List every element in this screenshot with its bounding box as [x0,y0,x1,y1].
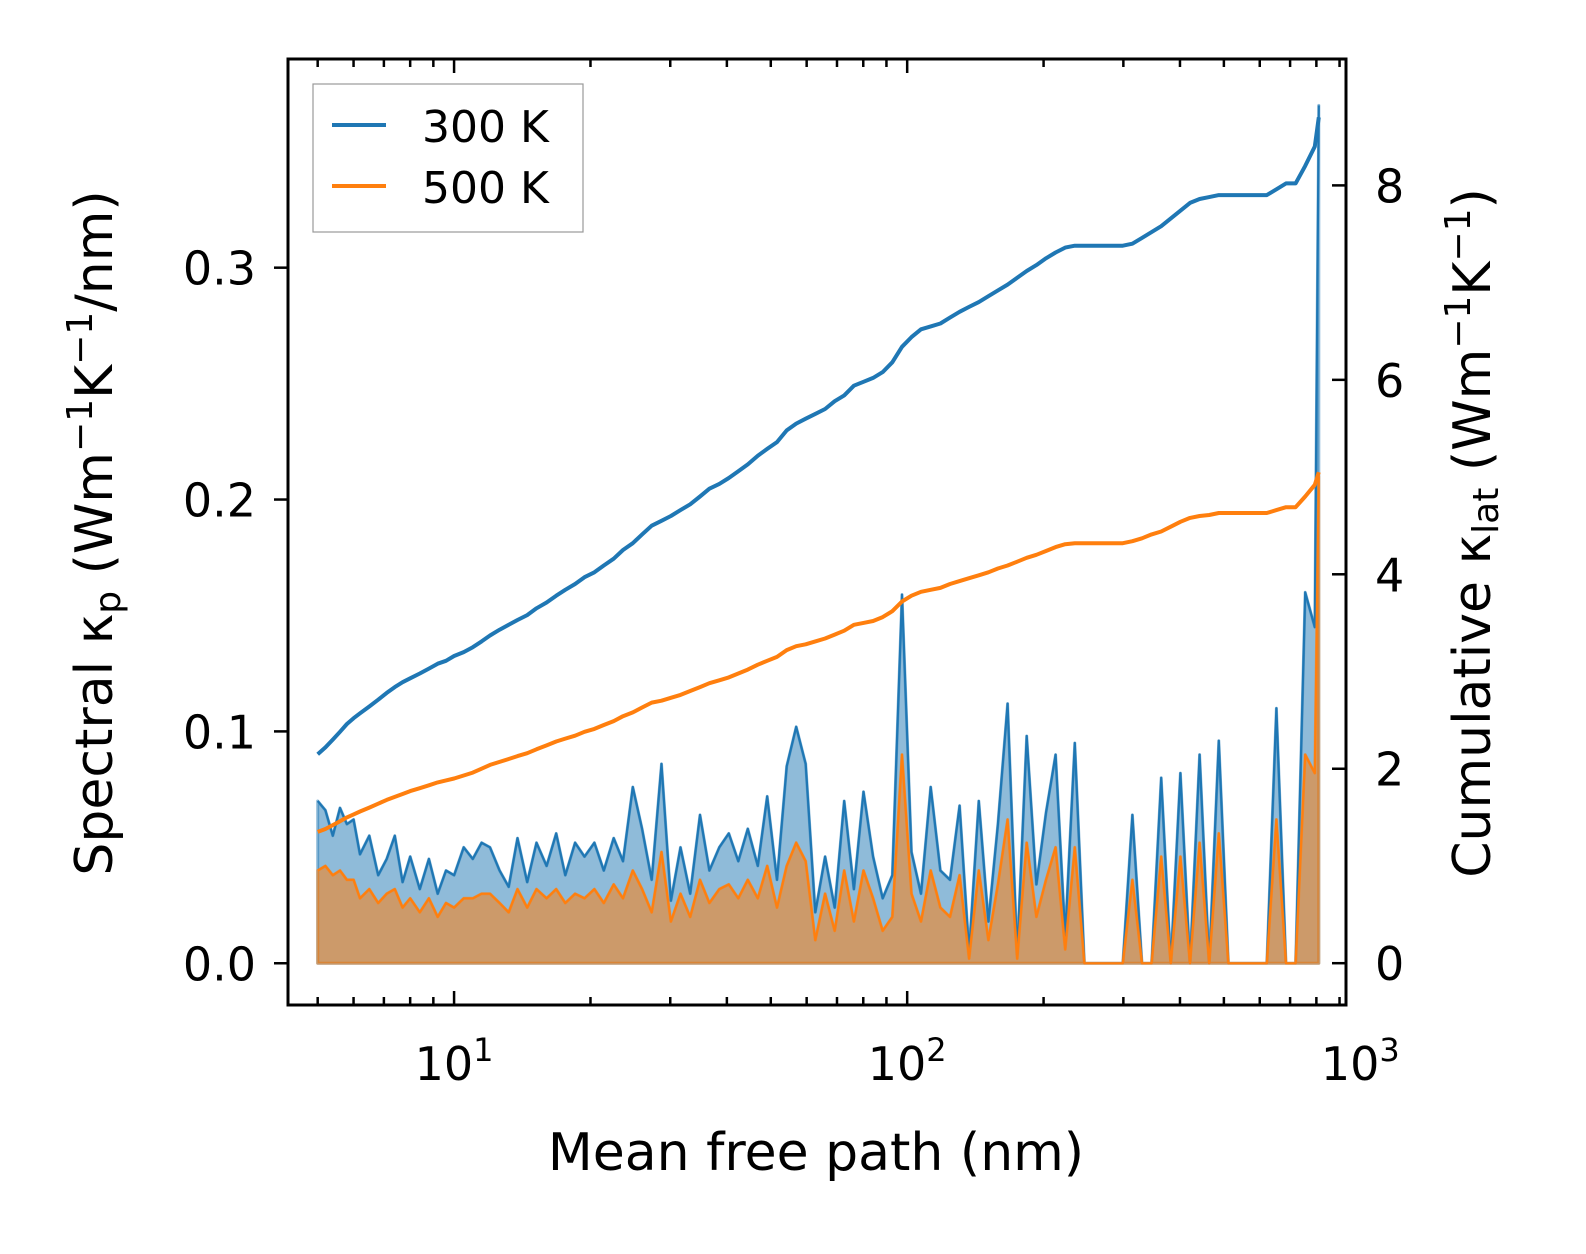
x-axis-label: Mean free path (nm) [548,1123,1084,1183]
y-right-tick-label: 2 [1375,743,1404,797]
y-axis-label-right: Cumulative κlat (Wm−1K−1) [1438,188,1507,878]
plot-frame [286,57,1348,1007]
spectral-line-500k [317,476,1320,965]
cumulative-line-300k [316,117,1321,756]
y-left-tick-label: 0.0 [183,937,256,991]
y-right-tick-label: 6 [1375,354,1404,408]
y-right-tick-label: 8 [1375,159,1404,213]
legend-label-500k: 500 K [422,163,550,214]
spectral-area-layer [316,103,1321,965]
x-tick-label: 102 [868,1031,947,1091]
y-right-tick-label: 4 [1375,548,1404,602]
cumulative-line-500k [316,471,1321,834]
x-tick-label: 101 [415,1031,494,1091]
y-left-tick-label: 0.1 [183,705,256,759]
legend-label-300k: 300 K [422,102,550,153]
x-tick-label: 103 [1321,1031,1400,1091]
axis-ticks [274,59,1346,1005]
y-left-tick-label: 0.3 [183,242,256,296]
y-left-tick-label: 0.2 [183,474,256,528]
legend-box [312,83,584,233]
y-axis-label-left: Spectral κp (Wm−1K−1/nm) [60,190,129,875]
cumulative-line-layer [316,117,1321,834]
legend: 300 K 500 K [312,83,584,233]
y-right-tick-label: 0 [1375,937,1404,991]
axis-tick-labels: 101 102 103 0.0 0.1 0.2 0.3 0 2 4 6 8 [183,159,1404,1091]
